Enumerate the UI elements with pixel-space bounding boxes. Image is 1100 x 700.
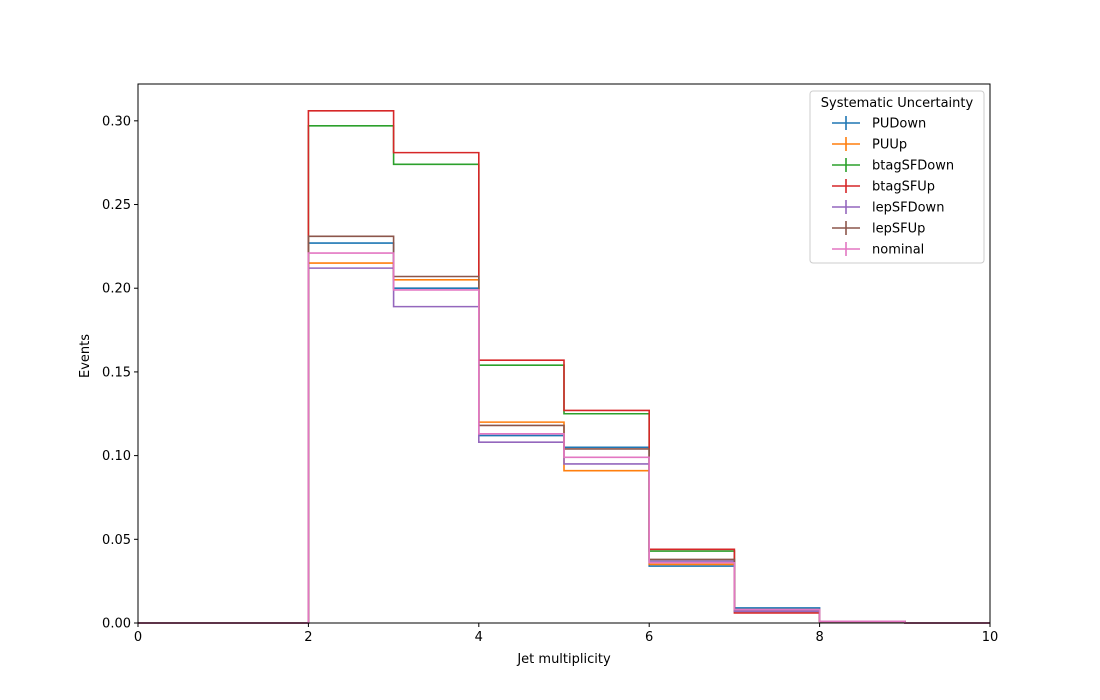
y-tick-label: 0.25 [102,198,131,213]
legend-label-lepSFDown: lepSFDown [872,201,944,216]
axes: 0 2 4 6 8 10 0.00 0.05 0.10 0.15 0.20 0.25 0.30 [102,83,999,645]
plot-area [138,109,990,624]
y-tick-label: 0.00 [102,617,131,632]
y-tick-label: 0.20 [102,282,131,297]
x-tick-label: 0 [134,630,142,645]
legend-label-nominal: nominal [872,243,924,258]
x-tick-label: 10 [982,630,999,645]
y-axis-label: Events [78,334,93,378]
legend-label-PUUp: PUUp [872,138,907,153]
x-tick-label: 4 [475,630,483,645]
x-tick-label: 8 [815,630,823,645]
y-tick-label: 0.30 [102,114,131,129]
axes-frame [137,83,991,624]
legend-label-lepSFUp: lepSFUp [872,222,925,237]
legend-label-btagSFDown: btagSFDown [872,159,954,174]
x-tick-label: 2 [304,630,312,645]
series-line-nominal [138,252,990,624]
legend-box [809,90,985,264]
legend-title: Systematic Uncertainty [821,96,974,111]
legend-label-btagSFUp: btagSFUp [872,180,935,195]
y-tick-label: 0.10 [102,449,131,464]
x-tick-label: 6 [645,630,653,645]
y-tick-label: 0.05 [102,533,131,548]
x-axis-label: Jet multiplicity [516,652,611,667]
legend-label-PUDown: PUDown [872,117,926,132]
y-tick-label: 0.15 [102,365,131,380]
legend: Systematic Uncertainty PUDown PUUp btagSFDo… [809,90,985,264]
